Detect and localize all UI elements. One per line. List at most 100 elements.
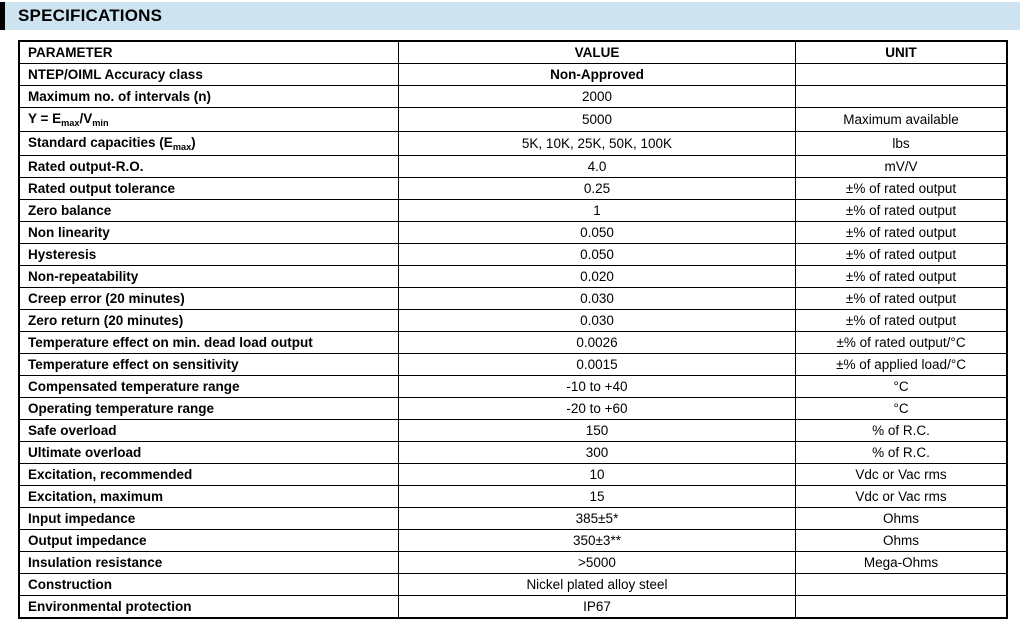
unit-cell: lbs — [795, 131, 1008, 156]
value-cell: 4.0 — [397, 155, 797, 178]
value-cell: 5000 — [397, 107, 797, 132]
parameter-cell: Y = Emax/Vmin — [18, 107, 399, 132]
value-cell: Non-Approved — [397, 63, 797, 86]
unit-cell: Ohms — [795, 529, 1008, 552]
table-row: Ultimate overload 300% of R.C. — [18, 441, 1008, 464]
parameter-cell: Hysteresis — [18, 243, 399, 266]
table-row: Rated output tolerance 0.25 ±% of rated ou… — [18, 177, 1008, 200]
parameter-cell: Non linearity — [18, 221, 399, 244]
parameter-cell: Creep error (20 minutes) — [18, 287, 399, 310]
table-row: Non linearity 0.050 ±% of rated output — [18, 221, 1008, 244]
value-cell: IP67 — [397, 595, 797, 619]
unit-cell: ±% of rated output — [795, 221, 1008, 244]
parameter-cell: Temperature effect on min. dead load out… — [18, 331, 399, 354]
value-cell: 150 — [397, 419, 797, 442]
table-body: NTEP/OIML Accuracy class Non-Approved Maxi… — [18, 63, 1008, 619]
unit-cell: ±% of rated output — [795, 199, 1008, 222]
parameter-cell: Insulation resistance — [18, 551, 399, 574]
unit-cell: ±% of rated output — [795, 287, 1008, 310]
parameter-cell: Temperature effect on sensitivity — [18, 353, 399, 376]
parameter-cell: Output impedance — [18, 529, 399, 552]
parameter-cell: NTEP/OIML Accuracy class — [18, 63, 399, 86]
parameter-cell: Ultimate overload — [18, 441, 399, 464]
value-cell: 0.030 — [397, 309, 797, 332]
parameter-cell: Safe overload — [18, 419, 399, 442]
unit-cell: Ohms — [795, 507, 1008, 530]
unit-cell: mV/V — [795, 155, 1008, 178]
table-row: Safe overload 150% of R.C. — [18, 419, 1008, 442]
table-row: Y = Emax/Vmin 5000 Maximum available — [18, 107, 1008, 132]
unit-cell: ±% of rated output/°C — [795, 331, 1008, 354]
table-row: Environmental protection IP67 — [18, 595, 1008, 619]
table-row: Temperature effect on min. dead load out… — [18, 331, 1008, 354]
value-cell: 0.0015 — [397, 353, 797, 376]
value-cell: -10 to +40 — [397, 375, 797, 398]
parameter-cell: Rated output-R.O. — [18, 155, 399, 178]
table-row: Rated output-R.O. 4.0 mV/V — [18, 155, 1008, 178]
table-row: Temperature effect on sensitivity 0.0015 ±… — [18, 353, 1008, 376]
parameter-cell: Environmental protection — [18, 595, 399, 619]
table-row: Construction Nickel plated alloy steel — [18, 573, 1008, 596]
page-title: SPECIFICATIONS — [18, 6, 163, 25]
unit-cell: % of R.C. — [795, 419, 1008, 442]
table-row: Zero balance 1 ±% of rated output — [18, 199, 1008, 222]
unit-cell: ±% of rated output — [795, 177, 1008, 200]
value-cell: 300 — [397, 441, 797, 464]
column-header-parameter: PARAMETER — [18, 40, 399, 64]
value-cell: 1 — [397, 199, 797, 222]
unit-cell: % of R.C. — [795, 441, 1008, 464]
value-cell: 0.030 — [397, 287, 797, 310]
value-cell: 5K, 10K, 25K, 50K, 100K — [397, 131, 797, 156]
parameter-cell: Excitation, recommended — [18, 463, 399, 486]
specifications-table: PARAMETER VALUE UNIT NTEP/OIML Accuracy … — [18, 40, 1008, 619]
unit-cell: °C — [795, 375, 1008, 398]
table-row: Operating temperature range -20 to +60 °C — [18, 397, 1008, 420]
unit-cell: Vdc or Vac rms — [795, 485, 1008, 508]
value-cell: >5000 — [397, 551, 797, 574]
value-cell: Nickel plated alloy steel — [397, 573, 797, 596]
parameter-cell: Compensated temperature range — [18, 375, 399, 398]
unit-cell: ±% of rated output — [795, 309, 1008, 332]
parameter-cell: Maximum no. of intervals (n) — [18, 85, 399, 108]
column-header-unit: UNIT — [795, 40, 1008, 64]
unit-cell: ±% of applied load/°C — [795, 353, 1008, 376]
table-row: NTEP/OIML Accuracy class Non-Approved — [18, 63, 1008, 86]
unit-cell — [795, 595, 1008, 619]
section-title-band: SPECIFICATIONS — [0, 2, 1020, 30]
table-row: Input impedance 385±5* Ohms — [18, 507, 1008, 530]
table-row: Insulation resistance >5000 Mega-Ohms — [18, 551, 1008, 574]
parameter-cell: Excitation, maximum — [18, 485, 399, 508]
table-row: Compensated temperature range -10 to +40 °… — [18, 375, 1008, 398]
table-row: Zero return (20 minutes) 0.030 ±% of rated… — [18, 309, 1008, 332]
unit-cell: ±% of rated output — [795, 243, 1008, 266]
unit-cell — [795, 63, 1008, 86]
value-cell: 15 — [397, 485, 797, 508]
value-cell: 0.25 — [397, 177, 797, 200]
table-row: Output impedance 350±3** Ohms — [18, 529, 1008, 552]
value-cell: 0.050 — [397, 243, 797, 266]
table-header-row: PARAMETER VALUE UNIT — [18, 40, 1008, 64]
unit-cell — [795, 85, 1008, 108]
unit-cell — [795, 573, 1008, 596]
table-row: Maximum no. of intervals (n) 2000 — [18, 85, 1008, 108]
parameter-cell: Non-repeatability — [18, 265, 399, 288]
parameter-cell: Rated output tolerance — [18, 177, 399, 200]
column-header-value: VALUE — [397, 40, 797, 64]
value-cell: -20 to +60 — [397, 397, 797, 420]
parameter-cell: Operating temperature range — [18, 397, 399, 420]
unit-cell: Mega-Ohms — [795, 551, 1008, 574]
accent-bar — [0, 2, 5, 30]
value-cell: 385±5* — [397, 507, 797, 530]
value-cell: 0.020 — [397, 265, 797, 288]
table-row: Standard capacities (Emax) 5K, 10K, 25K, … — [18, 131, 1008, 156]
parameter-cell: Zero return (20 minutes) — [18, 309, 399, 332]
value-cell: 350±3** — [397, 529, 797, 552]
value-cell: 0.0026 — [397, 331, 797, 354]
value-cell: 10 — [397, 463, 797, 486]
table-row: Creep error (20 minutes) 0.030 ±% of rated… — [18, 287, 1008, 310]
value-cell: 0.050 — [397, 221, 797, 244]
parameter-cell: Input impedance — [18, 507, 399, 530]
table-row: Excitation, maximum 15 Vdc or Vac rms — [18, 485, 1008, 508]
value-cell: 2000 — [397, 85, 797, 108]
table-row: Non-repeatability 0.020 ±% of rated output — [18, 265, 1008, 288]
